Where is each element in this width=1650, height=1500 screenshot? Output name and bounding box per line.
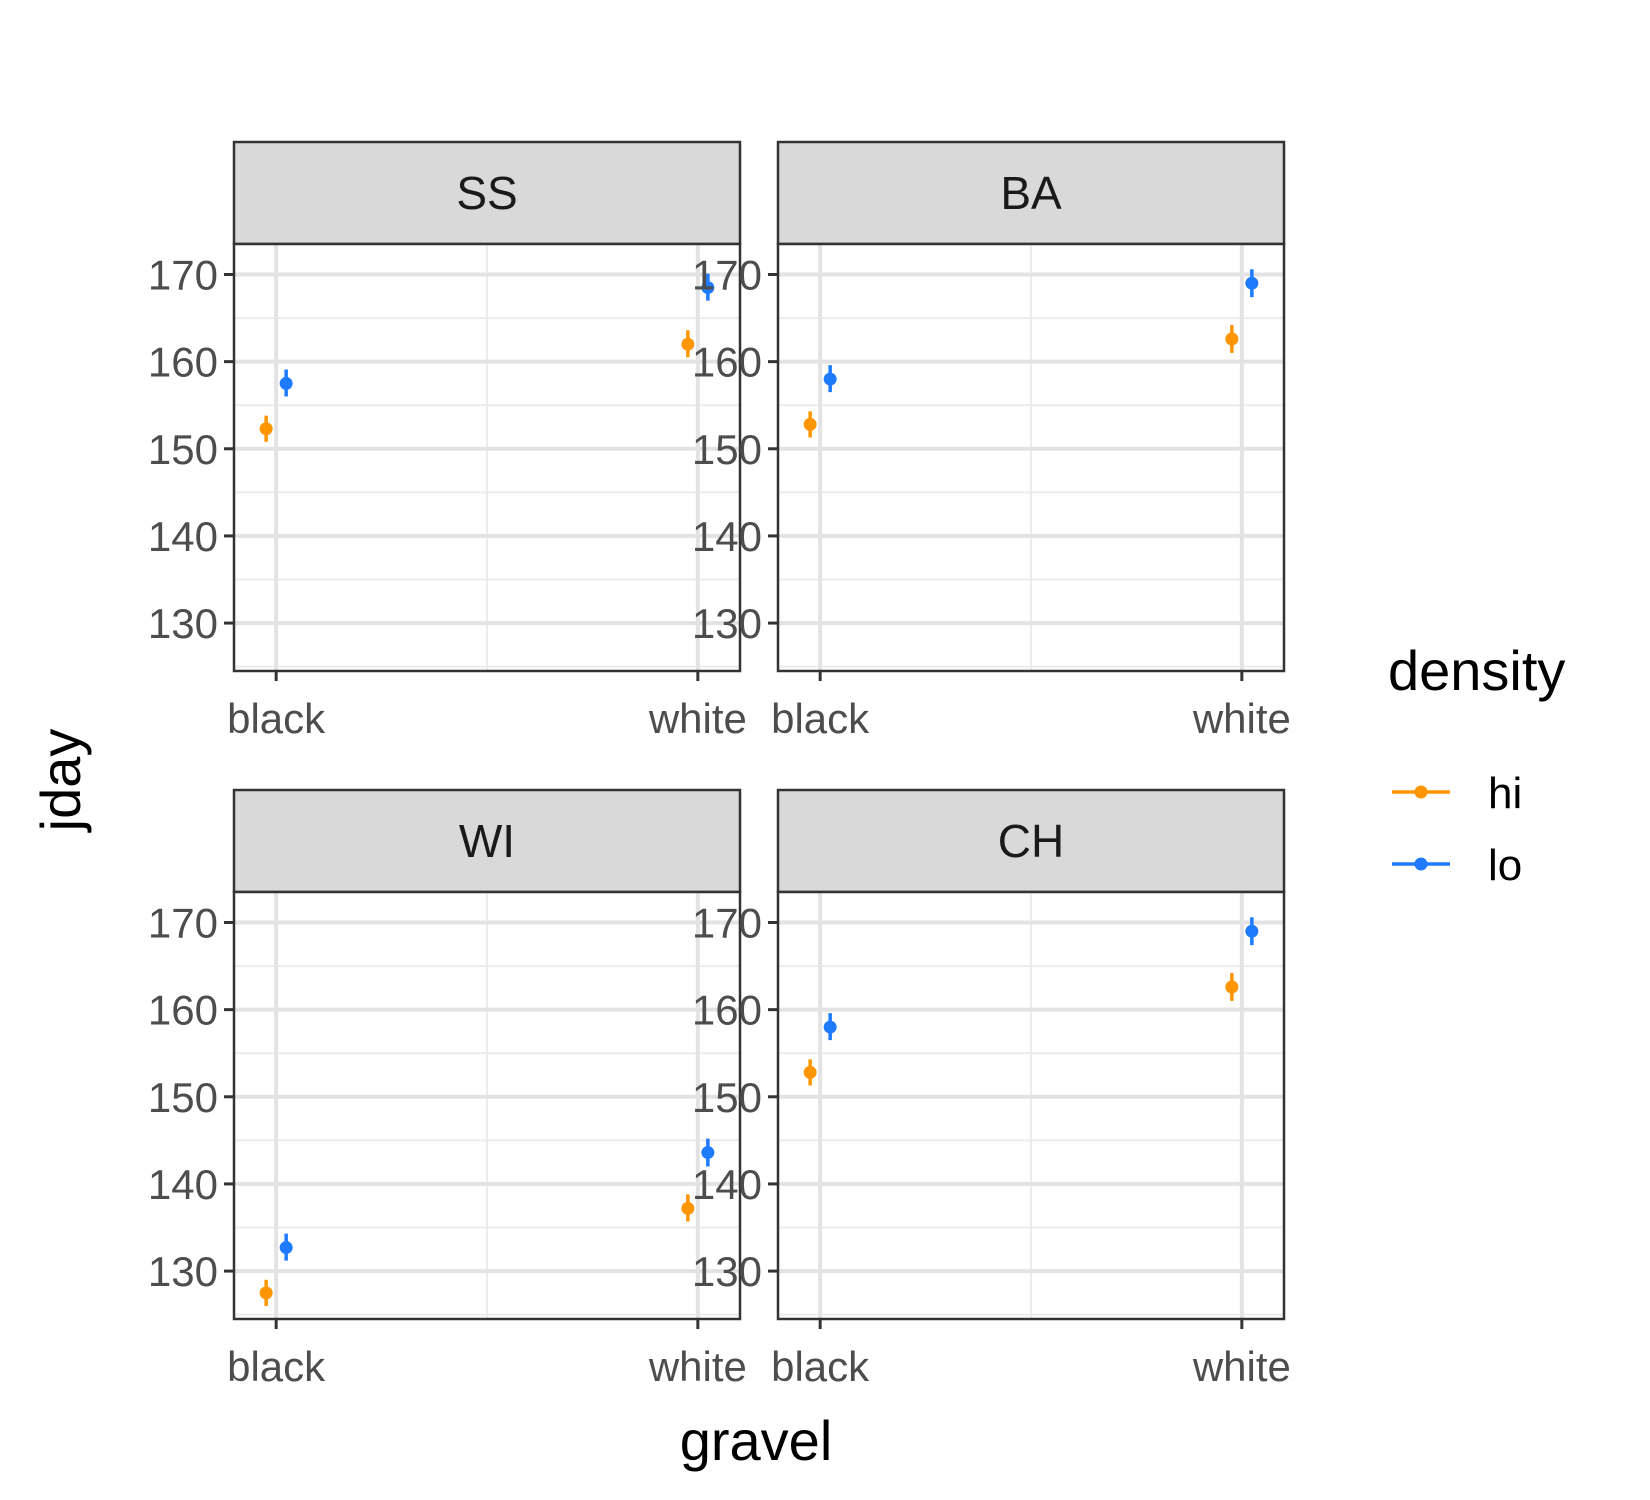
facet-panel-ch: CH 130 140 150 160 170 black white	[692, 788, 1291, 1390]
panel-border	[232, 242, 742, 673]
y-tick-label: 140	[148, 1161, 218, 1208]
x-tick-label: black	[227, 695, 326, 742]
y-axis-title: jday	[29, 729, 92, 834]
facet-panel-ss: SS 130 140 150 160 170 black white	[148, 140, 747, 742]
legend-key-point	[1414, 785, 1428, 799]
panels-layer: SS 130 140 150 160 170 black white BA 130 140 150 16…	[148, 140, 1291, 1390]
data-point	[259, 1286, 273, 1300]
x-tick-label: white	[1192, 1343, 1291, 1390]
legend-label: lo	[1488, 841, 1522, 890]
facet-panel-wi: WI 130 140 150 160 170 black white	[148, 788, 747, 1390]
x-axis-title: gravel	[680, 1409, 833, 1472]
y-tick-label: 150	[148, 1074, 218, 1121]
data-point	[279, 376, 293, 390]
panel-border	[232, 890, 742, 1321]
panel-border	[776, 890, 1286, 1321]
y-tick-label: 140	[148, 513, 218, 560]
data-point	[1245, 924, 1259, 938]
facet-strip	[776, 140, 1286, 246]
legend-title: density	[1388, 639, 1565, 702]
x-tick-label: black	[771, 1343, 870, 1390]
data-point	[803, 417, 817, 431]
y-tick-label: 160	[692, 339, 762, 386]
legend-item-lo: lo	[1392, 841, 1522, 890]
data-point	[279, 1241, 293, 1255]
y-tick-label: 170	[692, 252, 762, 299]
y-tick-label: 140	[692, 1161, 762, 1208]
data-point	[701, 281, 715, 295]
y-tick-label: 160	[148, 987, 218, 1034]
panel-border	[776, 242, 1286, 673]
facet-label: WI	[459, 815, 515, 867]
y-tick-label: 150	[692, 426, 762, 473]
facet-label: CH	[998, 815, 1064, 867]
data-point	[1225, 980, 1239, 994]
facet-strip	[776, 788, 1286, 894]
y-tick-label: 160	[148, 339, 218, 386]
data-point	[701, 1146, 715, 1160]
data-point	[823, 1020, 837, 1034]
facet-label: SS	[456, 167, 517, 219]
facet-panel-ba: BA 130 140 150 160 170 black white	[692, 140, 1291, 742]
legend-item-hi: hi	[1392, 769, 1522, 818]
y-tick-label: 130	[692, 600, 762, 647]
y-tick-label: 150	[148, 426, 218, 473]
y-tick-label: 170	[148, 900, 218, 947]
data-point	[681, 337, 695, 351]
y-tick-label: 170	[692, 900, 762, 947]
legend-label: hi	[1488, 769, 1522, 818]
x-tick-label: white	[648, 1343, 747, 1390]
facet-strip	[232, 788, 742, 894]
facet-strip	[232, 140, 742, 246]
y-tick-label: 140	[692, 513, 762, 560]
y-tick-label: 170	[148, 252, 218, 299]
x-tick-label: black	[771, 695, 870, 742]
data-point	[803, 1065, 817, 1079]
legend-items: hi lo	[1392, 769, 1522, 890]
x-tick-label: black	[227, 1343, 326, 1390]
data-point	[681, 1201, 695, 1215]
data-point	[1245, 276, 1259, 290]
y-tick-label: 130	[148, 600, 218, 647]
data-point	[823, 372, 837, 386]
data-point	[259, 422, 273, 436]
legend: density hi lo	[1388, 639, 1565, 890]
legend-key-point	[1414, 857, 1428, 871]
data-point	[1225, 332, 1239, 346]
y-tick-label: 130	[148, 1248, 218, 1295]
facet-label: BA	[1000, 167, 1062, 219]
x-tick-label: white	[648, 695, 747, 742]
y-tick-label: 160	[692, 987, 762, 1034]
y-tick-label: 150	[692, 1074, 762, 1121]
y-tick-label: 130	[692, 1248, 762, 1295]
x-tick-label: white	[1192, 695, 1291, 742]
